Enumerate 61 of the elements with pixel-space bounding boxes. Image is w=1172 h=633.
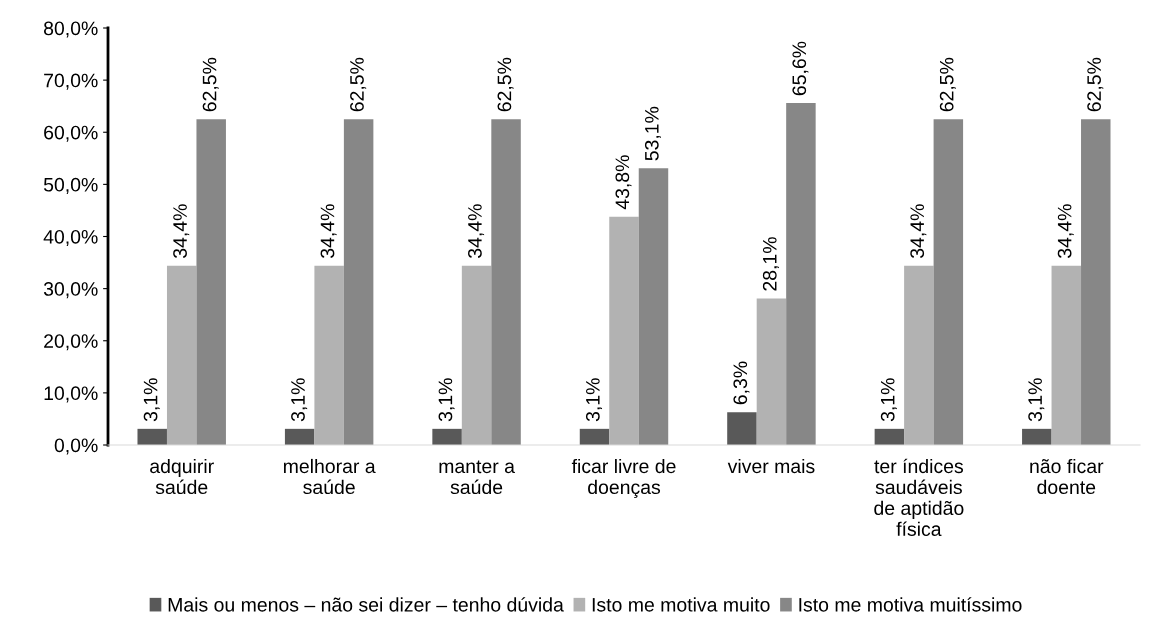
data-label: 62,5% [202,57,219,112]
data-label: 3,1% [585,378,603,422]
bar [609,216,639,445]
y-tick-label: 20,0% [44,334,98,351]
bar [874,428,905,445]
data-label: 62,5% [497,57,514,112]
data-label: 62,5% [350,57,367,112]
y-tick-label: 0,0% [54,438,98,455]
x-tick-label: ter índices saudáveis de aptidão física [874,458,964,536]
data-label: 28,1% [762,237,779,291]
bar [1051,265,1082,445]
bar [343,119,374,445]
y-tick-label: 10,0% [44,386,98,403]
y-tick-label: 70,0% [44,73,98,90]
data-label: 34,4% [468,204,485,258]
data-label: 3,1% [438,378,455,422]
bar [166,265,197,445]
bar [579,428,610,445]
bar [314,265,344,445]
x-tick-label: melhorar a saúde [283,458,376,495]
bar [1022,428,1052,445]
y-tick-label: 60,0% [44,125,98,142]
bar [786,103,816,445]
data-label: 34,4% [910,204,927,258]
y-tick-label: 40,0% [43,229,98,247]
bar [904,265,934,445]
bar [491,119,521,445]
data-label: 3,1% [291,378,308,422]
bar [727,412,757,445]
x-tick-label: adquirir saúde [150,458,214,495]
x-tick-label: manter a saúde [439,460,515,495]
data-label: 34,4% [173,204,190,258]
data-label: 34,4% [1057,204,1074,258]
data-label: 34,4% [320,204,337,258]
y-tick-label: 50,0% [43,177,98,194]
bar [638,168,669,445]
data-label: 62,5% [939,57,956,112]
bar [933,119,964,445]
y-tick-label: 80,0% [43,21,98,38]
legend-label: Isto me motiva muito [592,597,770,612]
data-label: 62,5% [1087,57,1104,112]
bar [756,298,787,445]
data-label: 53,1% [644,106,661,161]
bar [284,428,315,445]
bar [196,119,226,445]
legend-label: Isto me motiva muitíssimo [799,597,1022,612]
bar [1081,119,1111,445]
x-tick-label: viver mais [727,458,815,474]
data-label: 3,1% [1028,378,1045,422]
bar [461,265,492,445]
data-label: 6,3% [733,361,750,405]
legend-label: Mais ou menos – não sei dizer – tenho dúvida [168,597,564,612]
x-tick-label: não ficar doente [1030,458,1104,495]
y-tick-label: 30,0% [43,282,98,299]
data-label: 65,6% [792,41,809,96]
bar [432,428,462,445]
x-tick-label: ficar livre de doenças [571,458,676,499]
data-label: 3,1% [880,378,897,422]
data-label: 3,1% [143,378,160,422]
data-label: 43,8% [615,155,632,210]
bar [137,428,167,445]
